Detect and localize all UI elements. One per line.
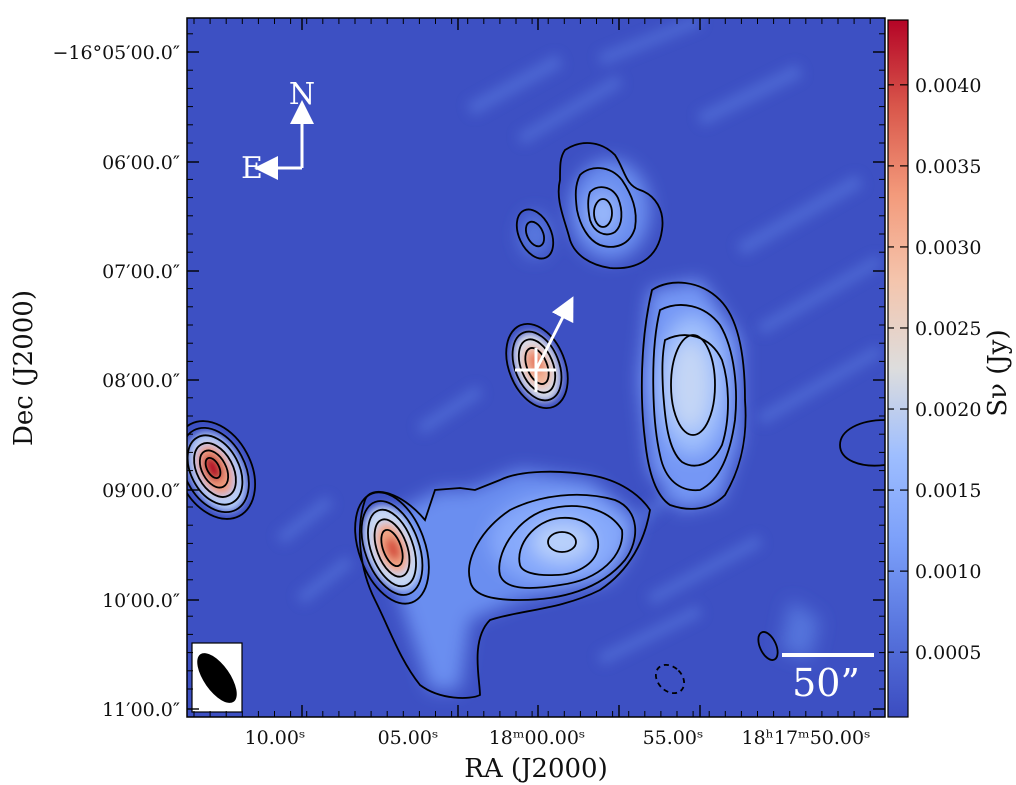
x-tick-label: 05.00ˢ bbox=[378, 727, 439, 749]
scale-bar-label: 50” bbox=[792, 661, 860, 705]
y-tick-label: 06′00.0″ bbox=[102, 152, 180, 174]
y-tick-label: 11′00.0″ bbox=[102, 699, 180, 721]
x-axis-title: RA (J2000) bbox=[464, 754, 608, 784]
y-tick-label: 08′00.0″ bbox=[102, 370, 180, 392]
extended-emission bbox=[380, 160, 820, 690]
y-tick-label: 07′00.0″ bbox=[102, 261, 180, 283]
colorbar-tick-label: 0.0025 bbox=[915, 318, 981, 340]
x-tick-label: 55.00ˢ bbox=[643, 727, 704, 749]
y-tick-label: 09′00.0″ bbox=[102, 480, 180, 502]
contours bbox=[187, 142, 885, 699]
colorbar-gradient bbox=[887, 19, 909, 718]
y-axis-title: Dec (J2000) bbox=[9, 290, 39, 446]
x-tick-label: 10.00ˢ bbox=[245, 727, 306, 749]
colorbar-tick-label: 0.0010 bbox=[915, 561, 981, 583]
compass-north-label: N bbox=[289, 77, 315, 112]
x-axis: 10.00ˢ 05.00ˢ 18ᵐ00.00ˢ 55.00ˢ 18ʰ17ᵐ50.00ˢ bbox=[193, 18, 871, 749]
scale-bar: 50” bbox=[782, 653, 874, 705]
plot-frame bbox=[186, 17, 886, 718]
colorbar-label: Sν (Jy) bbox=[983, 329, 1013, 416]
source-marker bbox=[515, 296, 574, 392]
colorbar-tick-label: 0.0030 bbox=[915, 237, 981, 259]
y-tick-label: −16°05′00.0″ bbox=[53, 42, 181, 64]
y-tick-label: 10′00.0″ bbox=[102, 590, 180, 612]
colorbar-tick-label: 0.0005 bbox=[915, 642, 981, 664]
colorbar: 0.0005 0.0010 0.0015 0.0020 0.0025 0.0030 0.00… bbox=[887, 19, 1013, 718]
colorbar-tick-label: 0.0040 bbox=[915, 75, 981, 97]
colorbar-tick-label: 0.0035 bbox=[915, 156, 981, 178]
x-tick-label: 18ʰ17ᵐ50.00ˢ bbox=[741, 727, 870, 749]
colorbar-tick-label: 0.0015 bbox=[915, 480, 981, 502]
motion-arrow bbox=[534, 296, 574, 371]
colorbar-tick-label: 0.0020 bbox=[915, 399, 981, 421]
intensity-map: N E 50” bbox=[187, 18, 885, 717]
compass: N E bbox=[241, 77, 315, 186]
y-axis: −16°05′00.0″ 06′00.0″ 07′00.0″ 08′00.0″ 09′0… bbox=[53, 33, 885, 721]
beam-indicator bbox=[191, 642, 243, 713]
x-tick-label: 18ᵐ00.00ˢ bbox=[489, 727, 586, 749]
compass-east-label: E bbox=[241, 151, 263, 186]
colorbar-ticks: 0.0005 0.0010 0.0015 0.0020 0.0025 0.0030 0.00… bbox=[888, 75, 981, 664]
beam-ellipse bbox=[197, 653, 237, 703]
